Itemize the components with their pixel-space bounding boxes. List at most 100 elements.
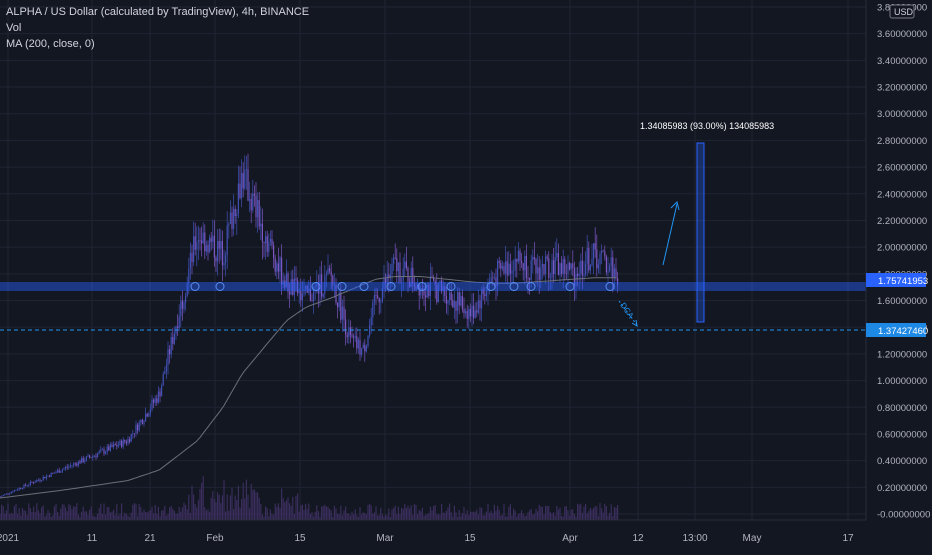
support-touch-marker	[386, 282, 396, 291]
volume-bar	[244, 498, 246, 520]
volume-bar	[74, 506, 76, 520]
volume-bar	[340, 505, 342, 520]
volume-bar	[330, 510, 332, 520]
volume-bar	[12, 513, 14, 520]
volume-bar	[207, 509, 209, 520]
candle-body	[441, 280, 443, 292]
candle-body	[125, 442, 127, 444]
measure-range-box[interactable]	[696, 142, 705, 323]
volume-bar	[81, 511, 83, 520]
volume-bar	[154, 504, 156, 520]
volume-bar	[44, 516, 46, 520]
volume-bar	[137, 516, 139, 520]
candle-body	[277, 263, 279, 272]
volume-bar	[52, 515, 54, 520]
volume-bar	[146, 512, 148, 520]
volume-bar	[599, 503, 601, 520]
candle-body	[551, 260, 553, 278]
volume-bar	[185, 504, 187, 520]
candle-body	[349, 327, 351, 336]
volume-bar	[274, 503, 276, 520]
trend-arrow-up[interactable]	[662, 203, 678, 266]
trend-arrow-down[interactable]	[618, 300, 638, 326]
candle-body	[265, 236, 267, 243]
volume-bar	[578, 504, 580, 520]
volume-bar	[535, 508, 537, 520]
candle-body	[44, 477, 46, 479]
volume-bar	[569, 515, 571, 520]
candle-body	[290, 279, 292, 295]
volume-bar	[393, 508, 395, 520]
candle-body	[79, 461, 81, 464]
volume-bar	[332, 516, 334, 520]
candle-body	[362, 344, 364, 349]
ma-legend[interactable]: MA (200, close, 0)	[6, 38, 95, 50]
candle-body	[537, 267, 539, 274]
volume-bar	[167, 513, 169, 520]
support-touch-marker	[446, 282, 456, 291]
volume-bar	[444, 512, 446, 520]
candle-body	[319, 274, 321, 294]
candle-body	[21, 488, 23, 489]
candle-body	[55, 472, 57, 474]
volume-bar	[33, 506, 35, 520]
candle-body	[381, 288, 383, 302]
volume-bar	[503, 504, 505, 520]
candle-body	[541, 263, 543, 268]
candle-body	[337, 302, 339, 308]
volume-bar	[319, 516, 321, 520]
volume-bar	[172, 508, 174, 520]
candle-body	[130, 434, 132, 442]
candle-body	[164, 371, 166, 375]
volume-bar	[165, 515, 167, 520]
price-tick-label: 2.60000000	[877, 163, 927, 174]
currency-badge: USD	[894, 7, 914, 17]
volume-bar	[50, 516, 52, 520]
volume-bar	[373, 512, 375, 520]
volume-bar	[497, 506, 499, 520]
volume-bar	[103, 503, 105, 520]
candle-body	[204, 232, 206, 252]
candle-body	[391, 263, 393, 275]
candle-body	[113, 444, 115, 447]
volume-bar	[418, 509, 420, 520]
candle-body	[364, 344, 366, 352]
candle-body	[356, 336, 358, 349]
volume-bar	[175, 513, 177, 520]
candle-body	[73, 463, 75, 466]
volume-bar	[469, 511, 471, 520]
candle-body	[581, 260, 583, 276]
volume-bar	[364, 513, 366, 520]
trend-arrow-up-head	[670, 201, 680, 211]
currency-badge-bg[interactable]	[889, 4, 915, 19]
candle-body	[7, 493, 9, 495]
candle-body	[546, 256, 548, 259]
volume-legend[interactable]: Vol	[6, 22, 22, 34]
support-band[interactable]	[0, 282, 866, 291]
candle-body	[313, 286, 315, 302]
volume-bar	[197, 500, 199, 520]
candle-body	[495, 277, 497, 286]
candle-body	[281, 257, 283, 285]
candle-body	[445, 296, 447, 304]
volume-bar	[341, 515, 343, 520]
volume-bar	[540, 506, 542, 520]
candle-body	[225, 255, 227, 263]
time-axis[interactable]: 2021 11 21 Feb 15 Mar 15 Apr 12 13:00 May 17	[0, 519, 932, 550]
candle-body	[578, 273, 580, 276]
symbol-title[interactable]: ALPHA / US Dollar (calculated by Trading…	[6, 6, 310, 18]
volume-bar	[36, 503, 38, 520]
candle-body	[196, 242, 198, 250]
volume-bar	[441, 503, 443, 520]
volume-bar	[114, 515, 116, 520]
candle-body	[548, 258, 550, 279]
volume-bar	[60, 508, 62, 520]
candle-body	[266, 236, 268, 252]
volume-bar	[397, 506, 399, 520]
volume-bar	[553, 512, 555, 520]
candle-body	[466, 310, 468, 320]
volume-bar	[445, 510, 447, 520]
candle-body	[76, 463, 78, 466]
